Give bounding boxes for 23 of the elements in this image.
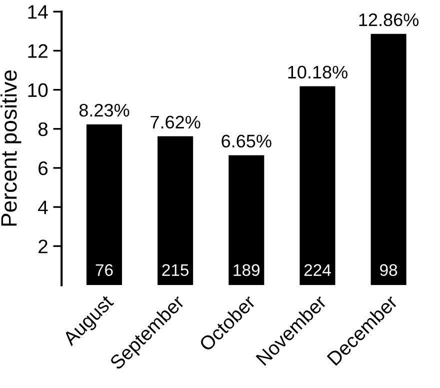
bar <box>86 124 122 286</box>
y-tick-label: 2 <box>38 240 48 254</box>
annotation: 215 <box>162 264 189 276</box>
bar <box>228 155 264 286</box>
annotation: 224 <box>304 264 331 276</box>
data-label: 7.62% <box>150 116 200 129</box>
data-label: 12.86% <box>359 13 419 26</box>
y-tick-label: 10 <box>28 83 48 98</box>
y-tick-label: 4 <box>38 200 48 214</box>
y-tick-label: 12 <box>28 44 48 58</box>
annotation: 98 <box>380 264 398 276</box>
annotation: 189 <box>234 264 260 276</box>
bar <box>158 136 194 286</box>
data-label: 10.18% <box>288 66 348 79</box>
data-label: 6.65% <box>222 134 272 148</box>
y-tick-label: 14 <box>28 5 48 19</box>
annotation: 76 <box>96 264 113 276</box>
y-axis-title: Percent positive <box>0 70 22 226</box>
bar <box>370 34 406 286</box>
bar <box>300 86 336 286</box>
y-tick-label: 6 <box>38 161 48 176</box>
y-tick-label: 8 <box>38 122 48 136</box>
data-label: 8.23% <box>79 104 130 117</box>
